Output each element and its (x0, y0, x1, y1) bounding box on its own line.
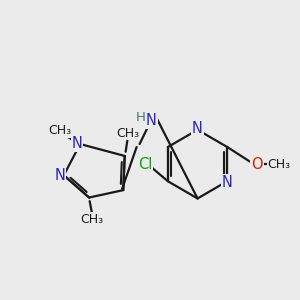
Text: N: N (146, 113, 157, 128)
Text: CH₃: CH₃ (80, 213, 104, 226)
Text: H: H (135, 111, 145, 124)
Text: CH₃: CH₃ (48, 124, 71, 137)
Text: O: O (251, 157, 263, 172)
Text: CH₃: CH₃ (116, 127, 139, 140)
Text: N: N (55, 168, 66, 183)
Text: N: N (222, 175, 233, 190)
Text: N: N (72, 136, 83, 151)
Text: Cl: Cl (138, 158, 153, 172)
Text: N: N (192, 121, 203, 136)
Text: CH₃: CH₃ (268, 158, 291, 171)
